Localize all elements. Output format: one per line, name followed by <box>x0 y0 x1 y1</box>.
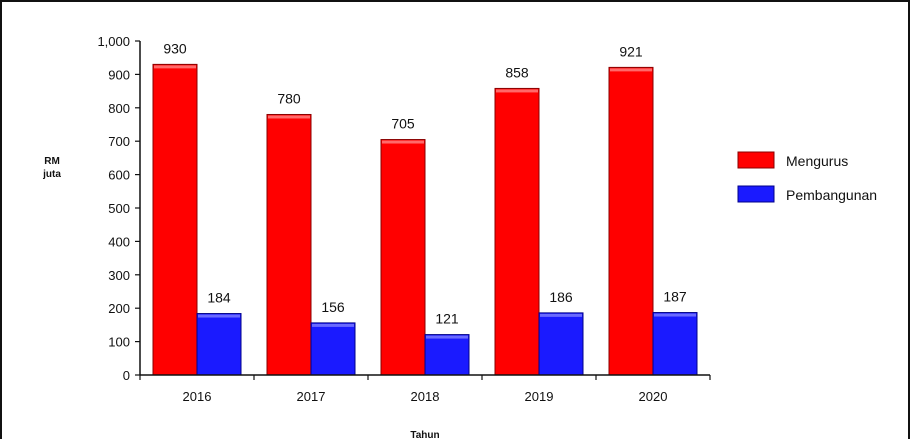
data-label-mengurus-2018: 705 <box>391 116 415 132</box>
y-axis-label-line1: RM <box>44 156 60 167</box>
legend-swatch-pembangunan <box>737 185 775 203</box>
y-tick-label: 600 <box>108 168 130 183</box>
legend-label-pembangunan: Pembangunan <box>786 187 877 203</box>
y-tick-label: 500 <box>108 201 130 216</box>
legend-label-mengurus: Mengurus <box>786 153 848 169</box>
y-tick-label: 100 <box>108 335 130 350</box>
bar-highlight <box>540 313 582 317</box>
bar-highlight <box>610 68 652 72</box>
legend: Mengurus Pembangunan <box>737 151 877 203</box>
data-label-mengurus-2017: 780 <box>277 90 301 106</box>
bar-mengurus-2020 <box>608 66 654 376</box>
y-tick-label: 0 <box>123 368 130 383</box>
data-label-mengurus-2016: 930 <box>163 40 187 56</box>
x-tick-label: 2016 <box>183 389 212 404</box>
bar-mengurus-2019 <box>494 87 540 376</box>
y-tick-label: 800 <box>108 101 130 116</box>
y-tick-label: 1,000 <box>97 34 130 49</box>
x-axis-ticks: 2016 2017 2018 2019 2020 <box>139 374 711 404</box>
y-tick-label: 900 <box>108 67 130 82</box>
y-tick-label: 400 <box>108 234 130 249</box>
x-axis-label: Tahun <box>410 430 439 441</box>
legend-swatch-mengurus <box>737 151 775 169</box>
x-tick-label: 2019 <box>525 389 554 404</box>
y-tick-label: 300 <box>108 268 130 283</box>
data-label-pembangunan-2018: 121 <box>435 311 459 327</box>
x-tick-label: 2020 <box>639 389 668 404</box>
bar-highlight <box>426 335 468 339</box>
bar-highlight <box>198 314 240 318</box>
data-label-pembangunan-2020: 187 <box>663 289 687 305</box>
bar-highlight <box>382 140 424 144</box>
bar-highlight <box>154 65 196 69</box>
x-tick-label: 2017 <box>297 389 326 404</box>
data-label-pembangunan-2019: 186 <box>549 289 573 305</box>
bar-highlight <box>654 313 696 317</box>
y-axis: 0 100 200 300 400 500 600 700 800 900 1,000 <box>97 34 141 383</box>
bar-pembangunan-2016 <box>196 313 242 376</box>
bar-highlight <box>496 89 538 93</box>
bar-highlight <box>312 323 354 327</box>
data-label-mengurus-2019: 858 <box>505 64 529 80</box>
data-label-pembangunan-2016: 184 <box>207 290 231 306</box>
data-label-pembangunan-2017: 156 <box>321 299 345 315</box>
bar-highlight <box>268 115 310 119</box>
bar-pembangunan-2017 <box>310 322 356 376</box>
y-axis-label-line2: juta <box>42 169 61 180</box>
bar-pembangunan-2019 <box>538 312 584 376</box>
y-tick-label: 200 <box>108 301 130 316</box>
bar-mengurus-2018 <box>380 139 426 376</box>
bar-mengurus-2017 <box>266 113 312 376</box>
bars <box>152 63 698 376</box>
bar-pembangunan-2018 <box>424 334 470 376</box>
data-labels: 930 184 780 156 705 121 858 186 921 187 <box>163 40 687 326</box>
data-label-mengurus-2020: 921 <box>619 43 643 59</box>
bar-pembangunan-2020 <box>652 312 698 376</box>
bar-mengurus-2016 <box>152 63 198 376</box>
y-tick-label: 700 <box>108 134 130 149</box>
x-tick-label: 2018 <box>411 389 440 404</box>
